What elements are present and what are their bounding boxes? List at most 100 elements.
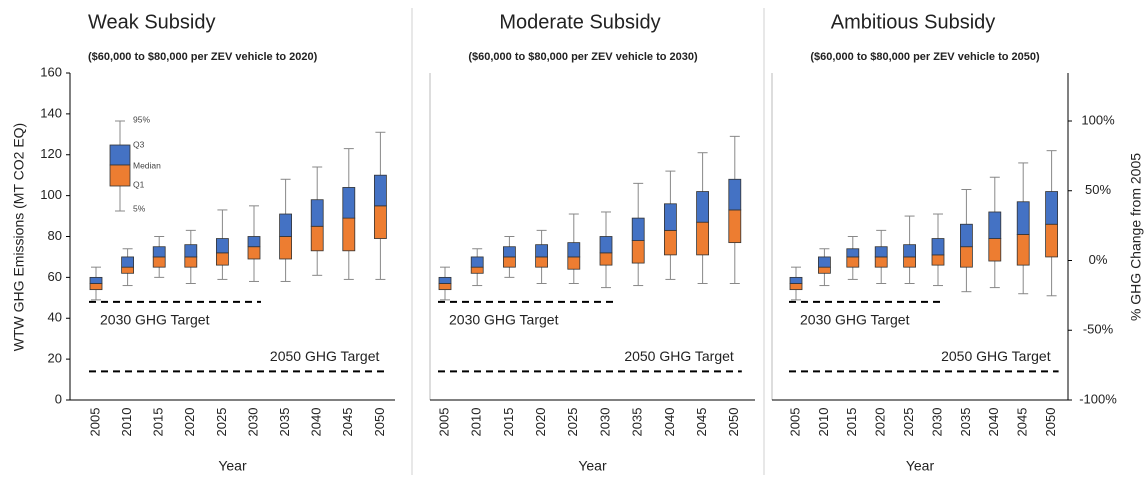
x-tick-label: 2005 xyxy=(87,408,102,437)
box-upper xyxy=(960,223,973,248)
box-upper xyxy=(342,187,356,219)
box-upper xyxy=(279,213,293,237)
box-upper xyxy=(846,248,860,258)
box-upper xyxy=(121,256,134,268)
box-upper xyxy=(599,236,613,254)
x-tick-label: 2010 xyxy=(469,408,484,437)
y2-axis-label: % GHG Change from 2005 xyxy=(1128,153,1144,321)
x-tick-label: 2030 xyxy=(929,408,944,437)
box-lower xyxy=(470,266,484,274)
box-upper xyxy=(728,178,742,211)
box-lower xyxy=(818,266,831,274)
panel-subtitle: ($60,000 to $80,000 per ZEV vehicle to 2… xyxy=(88,51,318,63)
box-lower xyxy=(960,246,973,268)
x-tick-label: 2045 xyxy=(1015,408,1030,437)
box-lower xyxy=(988,238,1002,262)
box-upper xyxy=(818,256,831,268)
x-axis-label: Year xyxy=(218,458,247,474)
box-lower xyxy=(567,256,581,270)
box-lower xyxy=(903,256,916,268)
box-upper xyxy=(373,174,387,207)
x-tick-label: 2040 xyxy=(986,408,1001,437)
y-tick-label: 40 xyxy=(48,310,62,325)
target-label: 2050 GHG Target xyxy=(624,348,734,364)
y2-tick-label: 0% xyxy=(1089,252,1108,267)
x-tick-label: 2050 xyxy=(372,408,387,437)
x-tick-label: 2030 xyxy=(597,408,612,437)
y2-tick-label: -50% xyxy=(1083,322,1114,337)
y-tick-label: 100 xyxy=(40,187,62,202)
y-axis-label: WTW GHG Emissions (MT CO2 EQ) xyxy=(11,123,27,351)
x-tick-label: 2035 xyxy=(630,408,645,437)
box-lower xyxy=(846,256,860,268)
box-lower xyxy=(874,256,888,268)
x-tick-label: 2015 xyxy=(151,408,166,437)
x-tick-label: 2005 xyxy=(436,408,451,437)
box-lower xyxy=(152,256,166,268)
y2-tick-label: 50% xyxy=(1085,182,1111,197)
box-upper xyxy=(438,276,452,284)
x-tick-label: 2010 xyxy=(816,408,831,437)
x-tick-label: 2040 xyxy=(662,408,677,437)
x-tick-label: 2050 xyxy=(1043,408,1058,437)
legend-label: 5% xyxy=(133,203,146,213)
target-label: 2030 GHG Target xyxy=(449,312,559,328)
box-lower xyxy=(279,236,293,260)
box-lower xyxy=(1045,223,1058,258)
box-lower xyxy=(342,217,356,252)
x-tick-label: 2025 xyxy=(214,408,229,437)
legend-label: Q1 xyxy=(133,179,145,189)
x-tick-label: 2010 xyxy=(119,408,134,437)
panel-title: Weak Subsidy xyxy=(88,11,215,33)
legend-label: Q3 xyxy=(133,139,145,149)
box-upper xyxy=(247,236,261,248)
box-lower xyxy=(696,221,709,256)
y2-tick-label: -100% xyxy=(1079,391,1117,406)
x-tick-label: 2025 xyxy=(565,408,580,437)
x-tick-label: 2050 xyxy=(726,408,741,437)
y-tick-label: 140 xyxy=(40,105,62,120)
x-tick-label: 2020 xyxy=(533,408,548,437)
box-lower xyxy=(89,283,103,291)
y-tick-label: 0 xyxy=(55,391,62,406)
box-lower xyxy=(373,205,387,239)
box-lower xyxy=(247,246,261,260)
box-upper xyxy=(903,244,916,258)
box-lower xyxy=(121,266,134,274)
legend-lower xyxy=(109,164,131,187)
y-tick-label: 120 xyxy=(40,146,62,161)
x-tick-label: 2040 xyxy=(309,408,324,437)
target-label: 2030 GHG Target xyxy=(100,312,210,328)
box-lower xyxy=(1016,234,1030,266)
x-tick-label: 2015 xyxy=(501,408,516,437)
y2-tick-label: 100% xyxy=(1081,112,1115,127)
box-upper xyxy=(502,246,516,258)
x-tick-label: 2005 xyxy=(787,408,802,437)
y-tick-label: 20 xyxy=(48,351,62,366)
y-tick-label: 160 xyxy=(40,64,62,79)
target-label: 2050 GHG Target xyxy=(270,348,380,364)
panel-subtitle: ($60,000 to $80,000 per ZEV vehicle to 2… xyxy=(810,51,1040,63)
x-tick-label: 2035 xyxy=(277,408,292,437)
box-lower xyxy=(931,254,945,266)
box-upper xyxy=(631,217,645,241)
legend-label: 95% xyxy=(133,114,150,124)
box-lower xyxy=(535,256,548,268)
box-lower xyxy=(310,225,324,252)
x-tick-label: 2045 xyxy=(340,408,355,437)
box-upper xyxy=(535,244,548,258)
box-lower xyxy=(502,256,516,268)
box-upper xyxy=(789,276,803,284)
box-upper xyxy=(696,191,709,223)
box-upper xyxy=(184,244,198,258)
panel-title: Ambitious Subsidy xyxy=(831,11,996,33)
panel-subtitle: ($60,000 to $80,000 per ZEV vehicle to 2… xyxy=(468,51,698,63)
y-tick-label: 60 xyxy=(48,269,62,284)
box-upper xyxy=(874,246,888,258)
box-lower xyxy=(631,240,645,264)
x-tick-label: 2020 xyxy=(182,408,197,437)
target-label: 2030 GHG Target xyxy=(800,312,910,328)
x-tick-label: 2025 xyxy=(901,408,916,437)
x-tick-label: 2020 xyxy=(873,408,888,437)
